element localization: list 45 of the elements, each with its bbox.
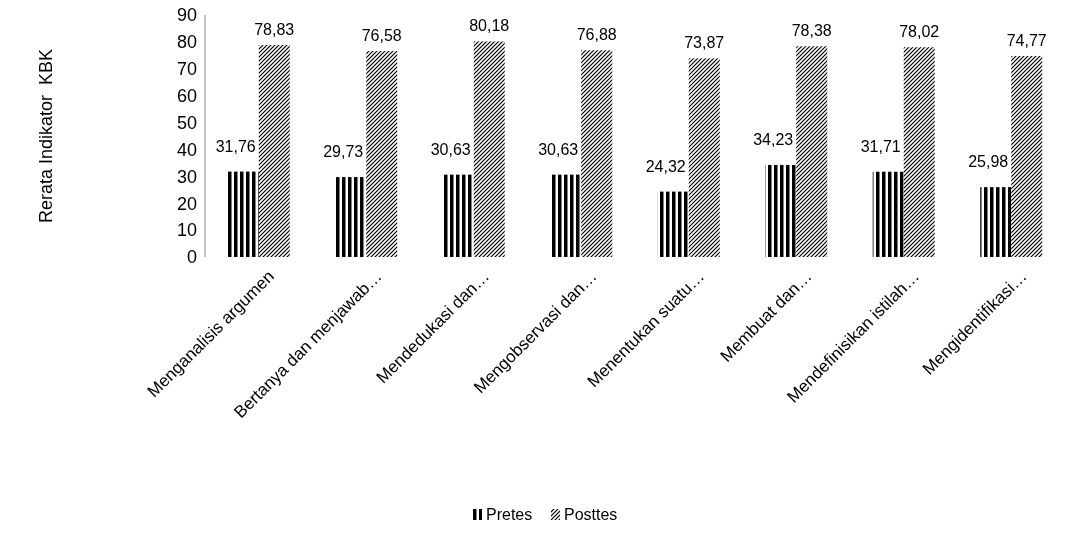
legend-label: Pretes [486,506,533,523]
y-tick-label: 90 [176,5,197,26]
data-label: 30,63 [538,140,579,158]
data-label: 31,71 [860,137,901,155]
data-label: 78,38 [791,22,832,40]
data-label: 24,32 [645,157,686,175]
bar [227,171,259,257]
y-tick-label: 20 [176,193,197,214]
bar [872,171,904,257]
y-tick-label: 70 [176,59,197,80]
y-tick-label: 30 [176,166,197,187]
bar [796,46,828,257]
bar [688,58,720,257]
bar [980,187,1012,257]
data-label: 76,88 [576,26,617,44]
data-label: 25,98 [968,153,1009,171]
bar [335,177,367,257]
bar [765,164,797,257]
bar [657,191,689,257]
y-tick-label: 50 [176,112,197,133]
data-label: 29,73 [323,143,364,161]
data-label: 78,83 [254,21,295,39]
bar [473,41,505,257]
legend-label: Posttes [564,506,618,523]
data-label: 73,87 [684,34,725,52]
data-label: 76,58 [361,27,402,45]
y-tick-label: 0 [186,247,197,268]
data-label: 78,02 [899,23,940,41]
y-tick-label: 40 [176,139,197,160]
bar [581,50,613,257]
y-tick-label: 80 [176,32,197,53]
data-label: 80,18 [469,17,510,35]
data-label: 34,23 [753,130,794,148]
bar [1011,55,1043,257]
bar [903,47,935,257]
data-label: 30,63 [430,140,471,158]
bar [258,45,290,257]
y-axis-title: Rerata Indikator KBK [36,48,56,224]
bar [442,174,474,257]
data-label: 31,76 [215,137,256,155]
y-tick-label: 60 [176,85,197,106]
y-tick-label: 10 [176,220,197,241]
bar [550,174,582,257]
bar [366,51,398,257]
data-label: 74,77 [1006,31,1047,49]
